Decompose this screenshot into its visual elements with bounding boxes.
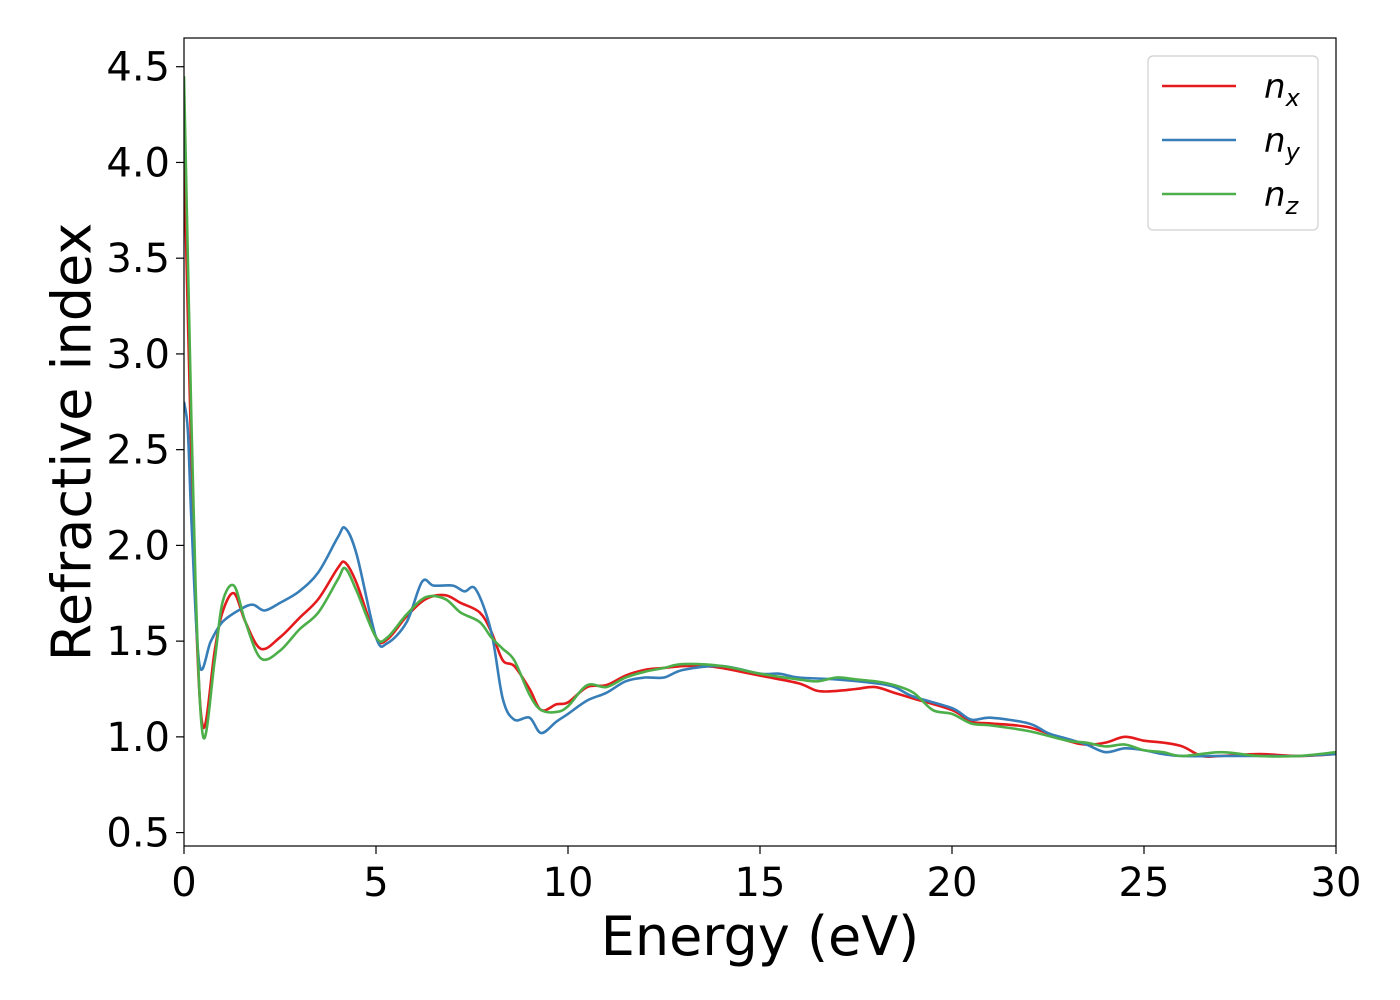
legend-label-z: nz — [1264, 175, 1300, 220]
axes-layer: 0 5 10 15 20 25 30 0.5 1.0 1.5 2.0 2.5 3.0 3.5 4.0 4.5 — [106, 45, 1361, 906]
legend: nx ny nz — [1147, 55, 1319, 231]
y-tick-label: 2.5 — [106, 428, 170, 474]
x-tick-label: 15 — [735, 860, 786, 906]
x-tick-label: 10 — [543, 860, 594, 906]
y-tick-label: 1.0 — [106, 715, 170, 761]
series-line-x — [184, 152, 1336, 759]
y-tick-label: 3.0 — [106, 332, 170, 378]
x-tick-label: 0 — [171, 860, 196, 906]
series-line-z — [184, 76, 1336, 758]
y-tick-label: 4.5 — [106, 45, 170, 91]
y-tick-label: 1.5 — [106, 619, 170, 665]
x-axis-label: Energy (eV) — [601, 905, 920, 968]
x-tick-label: 25 — [1119, 860, 1170, 906]
series-layer — [184, 76, 1336, 759]
series-line-y — [184, 401, 1336, 758]
y-tick-label: 4.0 — [106, 140, 170, 186]
legend-box — [1147, 55, 1319, 231]
y-tick-label: 2.0 — [106, 523, 170, 569]
x-tick-label: 30 — [1311, 860, 1362, 906]
y-axis-label: Refractive index — [41, 223, 104, 662]
y-tick-label: 0.5 — [106, 811, 170, 857]
x-tick-label: 5 — [363, 860, 388, 906]
legend-label-y: ny — [1264, 121, 1301, 166]
y-tick-label: 3.5 — [106, 236, 170, 282]
legend-label-x: nx — [1264, 67, 1301, 112]
x-tick-label: 20 — [927, 860, 978, 906]
